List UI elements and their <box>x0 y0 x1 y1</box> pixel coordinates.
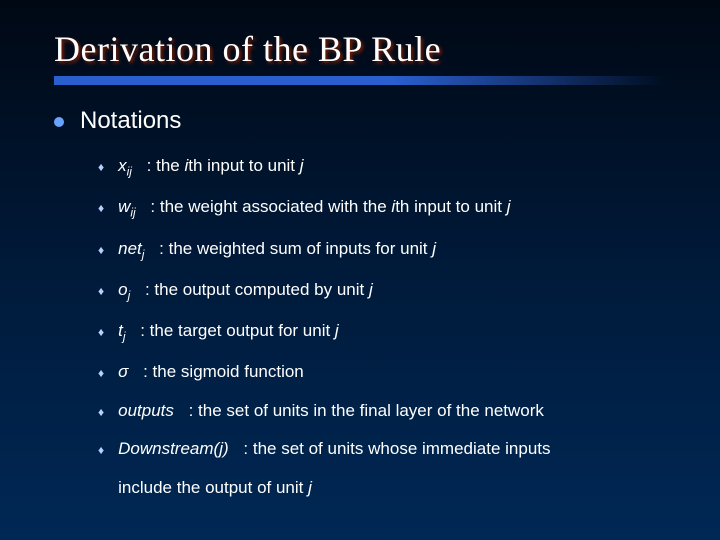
page-title: Derivation of the BP Rule <box>54 28 666 70</box>
level1-text: Notations <box>80 107 181 135</box>
diamond-icon: ♦ <box>98 282 104 300</box>
level2-item: ♦ xij : the ith input to unit j <box>98 153 666 181</box>
level1-item: Notations <box>54 107 666 135</box>
level2-body: xij : the ith input to unit j <box>118 153 303 181</box>
notation-term: oj <box>118 280 130 299</box>
notation-term: tj <box>118 321 125 340</box>
level2-item: ♦ σ : the sigmoid function <box>98 359 666 385</box>
level2-body: oj : the output computed by unit j <box>118 277 373 305</box>
level2-item: ♦ wij : the weight associated with the it… <box>98 194 666 222</box>
diamond-icon: ♦ <box>98 441 104 459</box>
notation-term: Downstream(j) <box>118 439 229 458</box>
notation-term: wij <box>118 197 136 216</box>
level2-item: ♦ oj : the output computed by unit j <box>98 277 666 305</box>
notation-desc: : the set of units whose immediate input… <box>239 439 551 458</box>
level2-item-continuation: ♦include the output of unit j <box>98 475 666 501</box>
level2-item: ♦ tj : the target output for unit j <box>98 318 666 346</box>
level2-body: wij : the weight associated with the ith… <box>118 194 510 222</box>
notation-term: xij <box>118 156 132 175</box>
notation-desc: : the weight associated with the ith inp… <box>146 197 511 216</box>
notation-desc: : the set of units in the final layer of… <box>184 401 544 420</box>
diamond-icon: ♦ <box>98 158 104 176</box>
diamond-icon: ♦ <box>98 403 104 421</box>
diamond-icon: ♦ <box>98 199 104 217</box>
level2-item: ♦ outputs : the set of units in the final… <box>98 398 666 424</box>
level2-body: netj : the weighted sum of inputs for un… <box>118 236 436 264</box>
level2-item: ♦ Downstream(j) : the set of units whose … <box>98 436 666 462</box>
level2-body: tj : the target output for unit j <box>118 318 339 346</box>
level2-item: ♦ netj : the weighted sum of inputs for u… <box>98 236 666 264</box>
notation-desc: : the sigmoid function <box>138 362 303 381</box>
notation-desc: : the output computed by unit j <box>140 280 372 299</box>
level2-body: outputs : the set of units in the final … <box>118 398 544 424</box>
notation-term: σ <box>118 362 128 381</box>
notation-desc-cont: include the output of unit j <box>118 475 312 501</box>
diamond-icon: ♦ <box>98 323 104 341</box>
title-underline-bar <box>54 76 666 85</box>
notation-term: netj <box>118 239 144 258</box>
notation-desc: : the target output for unit j <box>136 321 339 340</box>
diamond-icon: ♦ <box>98 241 104 259</box>
level2-list: ♦ xij : the ith input to unit j ♦ wij : the… <box>98 153 666 500</box>
level2-body: Downstream(j) : the set of units whose i… <box>118 436 550 462</box>
diamond-icon: ♦ <box>98 364 104 382</box>
notation-desc: : the weighted sum of inputs for unit j <box>154 239 436 258</box>
level2-body: σ : the sigmoid function <box>118 359 304 385</box>
title-wrap: Derivation of the BP Rule <box>54 28 666 70</box>
notation-term: outputs <box>118 401 174 420</box>
notation-desc: : the ith input to unit j <box>142 156 304 175</box>
bullet-disc-icon <box>54 117 64 127</box>
slide: Derivation of the BP Rule Notations ♦ xij… <box>0 0 720 540</box>
